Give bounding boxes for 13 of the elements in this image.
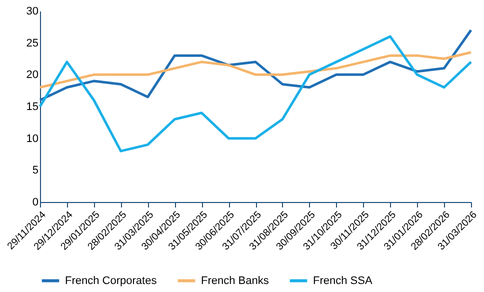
legend-label: French Corporates xyxy=(65,274,158,287)
y-tick-label: 5 xyxy=(32,164,38,177)
y-tick-label: 15 xyxy=(26,101,38,113)
y-tick-label: 10 xyxy=(26,132,38,145)
line-series xyxy=(38,28,472,102)
y-tick-label: 25 xyxy=(26,37,38,50)
legend-label: French SSA xyxy=(313,274,373,287)
line-series xyxy=(38,35,472,152)
y-tick-label: 30 xyxy=(26,6,38,18)
line-series xyxy=(38,51,472,89)
y-tick-label: 20 xyxy=(26,69,38,82)
legend-label: French Banks xyxy=(201,274,270,287)
y-tick-label: 0 xyxy=(32,196,38,208)
